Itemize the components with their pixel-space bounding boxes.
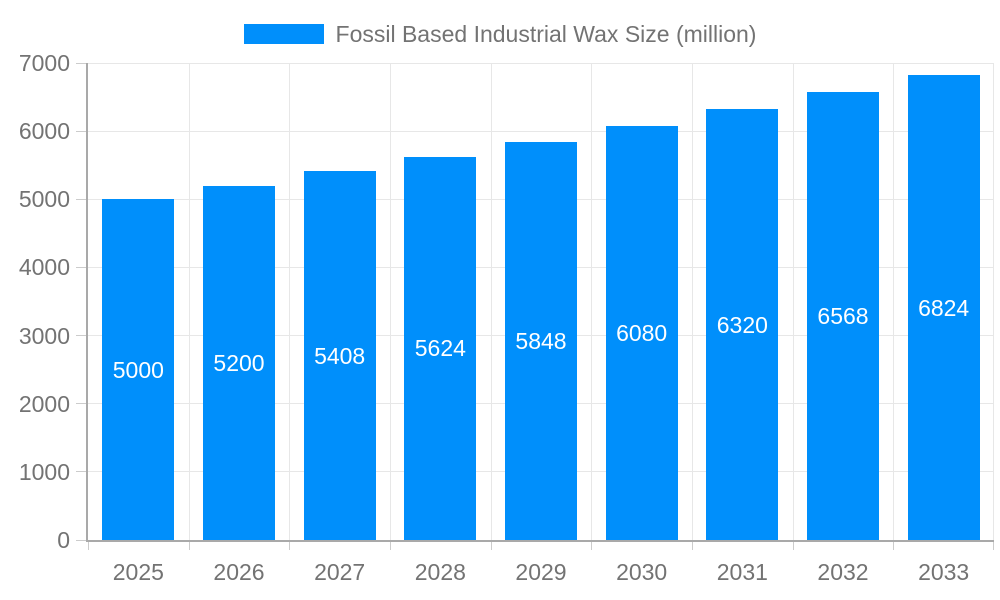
gridline-vertical xyxy=(390,63,391,540)
bar-value-label: 5624 xyxy=(414,335,466,362)
gridline-horizontal xyxy=(88,62,994,64)
x-axis-tick-label: 2031 xyxy=(716,559,768,585)
y-axis-tick-label: 4000 xyxy=(18,254,70,281)
y-axis-tick-label: 1000 xyxy=(18,458,70,485)
legend[interactable]: Fossil Based Industrial Wax Size (millio… xyxy=(0,21,1000,47)
y-axis-tick xyxy=(76,539,86,541)
bar: 5408 xyxy=(303,171,376,540)
y-axis-line xyxy=(86,63,88,540)
y-axis-tick xyxy=(76,198,86,200)
y-axis-tick-label: 7000 xyxy=(18,50,70,76)
y-axis-tick xyxy=(76,62,86,64)
gridline-vertical xyxy=(993,63,994,540)
x-axis-tick-label: 2033 xyxy=(918,559,970,585)
x-axis-tick xyxy=(993,540,994,550)
bar: 5848 xyxy=(505,141,577,540)
x-axis-tick-label: 2032 xyxy=(817,559,869,585)
bar: 5200 xyxy=(203,185,275,540)
x-axis-tick-label: 2027 xyxy=(314,559,366,585)
x-axis-tick xyxy=(591,540,593,550)
y-axis-tick-label: 0 xyxy=(57,527,70,553)
legend-marker-icon xyxy=(243,24,324,44)
gridline-horizontal xyxy=(88,130,994,132)
x-axis-tick xyxy=(289,540,291,550)
bar-value-label: 6568 xyxy=(817,303,869,330)
gridline-vertical xyxy=(490,63,492,540)
x-axis-tick xyxy=(692,540,693,550)
bar: 5624 xyxy=(404,156,477,540)
gridline-vertical xyxy=(792,63,794,540)
x-axis-tick xyxy=(88,540,89,550)
x-axis-tick xyxy=(188,540,190,550)
y-axis-tick xyxy=(76,403,86,405)
bar-value-label: 5000 xyxy=(112,356,164,383)
y-axis-tick xyxy=(76,130,86,132)
x-axis-line xyxy=(86,540,994,542)
gridline-vertical xyxy=(692,63,693,540)
bar: 6320 xyxy=(706,109,779,540)
gridline-vertical xyxy=(893,63,895,540)
gridline-vertical xyxy=(188,63,190,540)
gridline-vertical xyxy=(289,63,291,540)
y-axis-tick-label: 2000 xyxy=(18,390,70,417)
bar-value-label: 5848 xyxy=(515,327,567,354)
x-axis-tick xyxy=(490,540,492,550)
x-axis-tick-label: 2026 xyxy=(213,559,265,585)
x-axis-tick-label: 2030 xyxy=(616,559,668,585)
y-axis-tick xyxy=(76,471,86,473)
legend-label: Fossil Based Industrial Wax Size (millio… xyxy=(335,21,757,47)
x-axis-tick xyxy=(792,540,794,550)
bar: 6568 xyxy=(807,92,879,540)
y-axis-tick-label: 3000 xyxy=(18,322,70,349)
bar-value-label: 6320 xyxy=(716,311,768,338)
y-axis-tick xyxy=(76,335,86,337)
bar-value-label: 5408 xyxy=(314,342,366,369)
plot-area: 0 1000 2000 3000 4000 5000 6000 7000 5000 2025 520… xyxy=(19,50,994,585)
bar: 5000 xyxy=(102,199,175,540)
bar-value-label: 5200 xyxy=(213,349,265,376)
bar-value-label: 6824 xyxy=(918,294,970,321)
gridline-vertical xyxy=(591,63,593,540)
x-axis-tick xyxy=(893,540,895,550)
bar: 6824 xyxy=(907,75,980,540)
y-axis-tick xyxy=(76,266,86,268)
x-axis-tick-label: 2028 xyxy=(414,559,466,585)
x-axis-tick-label: 2025 xyxy=(112,559,164,585)
y-axis-tick-label: 6000 xyxy=(18,118,70,145)
x-axis-tick xyxy=(390,540,391,550)
bar-value-label: 6080 xyxy=(616,319,668,346)
bar: 6080 xyxy=(605,125,678,540)
y-axis-tick-label: 5000 xyxy=(18,186,70,213)
x-axis-tick-label: 2029 xyxy=(515,559,567,585)
